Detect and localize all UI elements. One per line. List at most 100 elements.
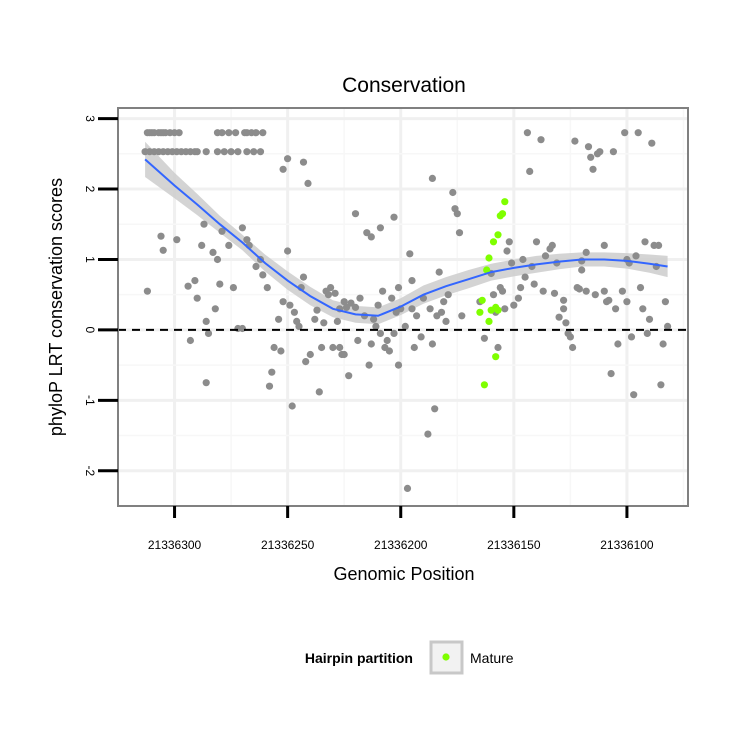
point-other bbox=[243, 236, 251, 244]
point-other bbox=[306, 350, 314, 359]
point-other bbox=[347, 299, 355, 307]
point-other bbox=[424, 430, 432, 438]
point-other bbox=[569, 343, 577, 352]
point-other bbox=[265, 382, 274, 390]
point-other bbox=[612, 305, 620, 313]
point-other bbox=[587, 153, 595, 161]
point-other bbox=[578, 266, 586, 274]
point-other bbox=[388, 294, 396, 302]
point-other bbox=[498, 287, 507, 295]
point-other bbox=[256, 148, 265, 156]
y-tick-label: 1 bbox=[83, 256, 97, 263]
point-other bbox=[571, 137, 579, 145]
point-other bbox=[193, 148, 201, 156]
point-other bbox=[589, 165, 597, 173]
point-mature bbox=[476, 308, 484, 316]
point-other bbox=[229, 284, 237, 292]
point-other bbox=[394, 361, 403, 369]
point-other bbox=[143, 287, 151, 295]
point-other bbox=[159, 246, 167, 254]
point-other bbox=[213, 255, 222, 264]
point-other bbox=[505, 238, 513, 246]
point-other bbox=[578, 257, 586, 265]
point-other bbox=[480, 334, 488, 342]
point-other bbox=[218, 227, 226, 235]
point-other bbox=[661, 298, 670, 306]
point-other bbox=[607, 370, 615, 378]
confidence-band bbox=[145, 141, 668, 325]
point-other bbox=[489, 291, 498, 299]
point-other bbox=[279, 298, 287, 306]
point-other bbox=[562, 319, 570, 327]
point-other bbox=[403, 484, 412, 492]
point-other bbox=[605, 296, 613, 304]
x-axis-title: Genomic Position bbox=[333, 564, 474, 584]
point-other bbox=[259, 129, 267, 137]
point-other bbox=[655, 241, 663, 249]
chart-title: Conservation bbox=[342, 74, 466, 97]
point-other bbox=[315, 388, 323, 396]
point-other bbox=[202, 379, 210, 387]
point-other bbox=[252, 262, 260, 271]
point-other bbox=[582, 248, 590, 256]
point-mature bbox=[492, 303, 500, 311]
x-tick-label: 21336300 bbox=[148, 538, 202, 552]
y-tick-label: 2 bbox=[83, 186, 97, 193]
point-other bbox=[299, 158, 308, 166]
point-other bbox=[494, 343, 502, 352]
point-other bbox=[311, 315, 319, 323]
point-other bbox=[618, 287, 627, 295]
point-other bbox=[211, 305, 219, 313]
point-other bbox=[428, 174, 436, 182]
point-other bbox=[664, 322, 672, 330]
point-other bbox=[555, 313, 563, 321]
point-other bbox=[537, 136, 545, 144]
point-other bbox=[320, 319, 328, 327]
point-other bbox=[363, 229, 371, 237]
point-other bbox=[510, 301, 518, 309]
point-other bbox=[191, 277, 199, 285]
point-other bbox=[566, 333, 575, 341]
point-other bbox=[340, 298, 348, 306]
point-other bbox=[539, 287, 547, 295]
point-mature bbox=[501, 198, 509, 206]
point-other bbox=[458, 312, 466, 320]
point-other bbox=[329, 343, 337, 352]
point-other bbox=[250, 148, 258, 156]
point-other bbox=[643, 329, 651, 337]
point-other bbox=[632, 252, 640, 260]
point-other bbox=[225, 129, 233, 137]
point-other bbox=[213, 148, 222, 156]
point-other bbox=[327, 284, 335, 292]
point-other bbox=[200, 220, 208, 228]
point-mature bbox=[485, 254, 493, 262]
y-axis: -2 -1 0 1 2 3 bbox=[83, 115, 118, 476]
point-other bbox=[417, 333, 425, 341]
legend-title: Hairpin partition bbox=[305, 650, 413, 666]
point-other bbox=[517, 284, 525, 292]
point-other bbox=[627, 333, 636, 341]
point-other bbox=[514, 294, 523, 302]
point-other bbox=[575, 285, 584, 293]
point-other bbox=[351, 210, 360, 218]
point-other bbox=[530, 280, 538, 288]
point-other bbox=[302, 358, 310, 366]
point-other bbox=[198, 241, 206, 249]
point-other bbox=[367, 233, 375, 241]
point-other bbox=[304, 179, 312, 187]
y-tick-label: 3 bbox=[83, 115, 97, 122]
point-other bbox=[225, 241, 233, 249]
point-other bbox=[550, 289, 559, 297]
y-tick-label: -1 bbox=[83, 395, 97, 406]
point-other bbox=[442, 317, 450, 325]
point-other bbox=[340, 350, 348, 359]
point-other bbox=[342, 303, 351, 311]
point-other bbox=[220, 148, 228, 156]
point-other bbox=[645, 315, 654, 323]
point-other bbox=[582, 287, 590, 295]
smooth-line-layer bbox=[144, 158, 668, 317]
point-other bbox=[333, 317, 341, 325]
point-other bbox=[508, 259, 516, 267]
point-other bbox=[193, 294, 201, 302]
